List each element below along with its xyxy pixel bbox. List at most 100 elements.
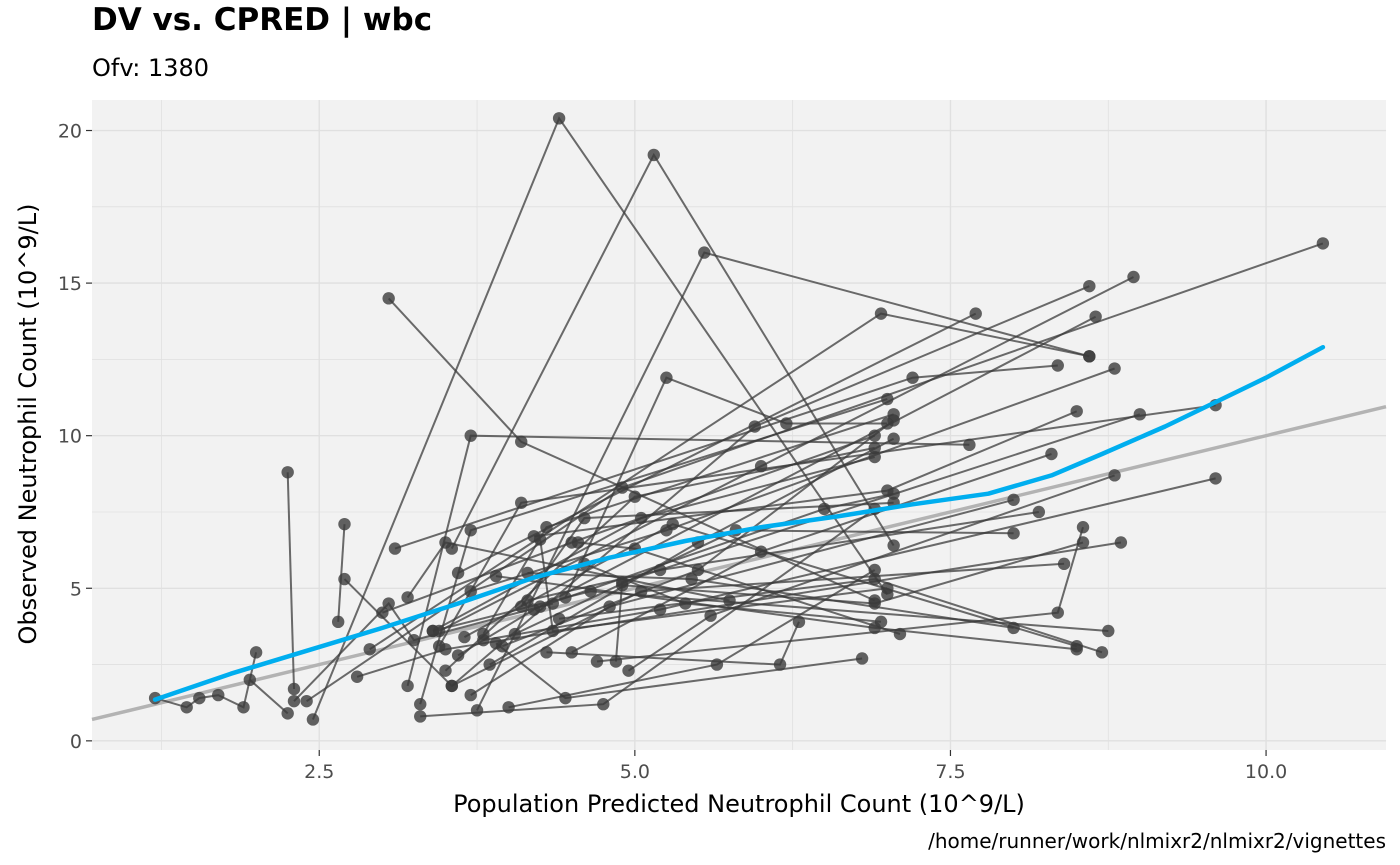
data-point — [1007, 493, 1020, 506]
data-point — [477, 633, 490, 647]
data-point — [660, 371, 673, 384]
data-point — [515, 435, 528, 448]
data-point — [1057, 557, 1071, 571]
subject-line — [564, 376, 888, 598]
data-point — [616, 579, 629, 592]
data-point — [1316, 237, 1330, 250]
data-point — [855, 652, 869, 665]
data-point — [502, 701, 515, 714]
data-point — [338, 572, 351, 586]
data-point — [723, 594, 736, 607]
data-point — [546, 624, 559, 638]
data-point — [1045, 447, 1058, 461]
data-point — [533, 600, 547, 613]
data-point — [1051, 606, 1064, 619]
data-point — [432, 640, 446, 653]
data-point — [350, 670, 364, 683]
data-point — [906, 371, 919, 384]
data-point — [653, 603, 667, 616]
data-point — [963, 438, 976, 452]
axes: 2.5 5.0 7.5 10.0 0 5 10 15 20 — [58, 121, 1287, 783]
data-point — [552, 612, 566, 625]
y-tick-label: 10 — [58, 426, 82, 448]
data-point — [237, 701, 250, 714]
data-point — [338, 517, 351, 531]
data-point — [792, 615, 806, 629]
data-point — [1209, 472, 1222, 485]
data-point — [887, 487, 900, 500]
data-point — [603, 600, 616, 613]
data-point — [868, 563, 881, 577]
points-layer — [148, 112, 1330, 726]
y-tick-label: 5 — [70, 578, 82, 600]
data-point — [818, 502, 831, 516]
data-point — [1007, 527, 1020, 540]
data-point — [634, 511, 648, 525]
data-point — [868, 621, 881, 635]
data-point — [609, 655, 623, 668]
data-point — [634, 585, 648, 598]
data-point — [382, 597, 395, 610]
data-point — [451, 649, 465, 662]
data-point — [1032, 505, 1046, 519]
data-point — [496, 640, 509, 653]
data-point — [363, 643, 376, 656]
data-point — [666, 517, 679, 531]
chart-subtitle: Ofv: 1380 — [92, 54, 210, 82]
data-point — [881, 582, 894, 595]
data-point — [193, 691, 206, 705]
data-point — [597, 698, 610, 711]
x-tick-label: 7.5 — [935, 761, 965, 783]
data-point — [868, 429, 881, 442]
subject-line — [343, 285, 1090, 688]
data-point — [868, 597, 881, 610]
data-point — [616, 481, 629, 494]
data-point — [1108, 469, 1121, 482]
data-point — [287, 682, 301, 696]
data-point — [868, 572, 881, 586]
data-point — [401, 679, 414, 693]
data-point — [483, 658, 496, 671]
data-point — [401, 591, 414, 604]
data-point — [653, 563, 667, 577]
data-point — [874, 307, 888, 320]
data-point — [584, 585, 597, 598]
data-point — [1095, 646, 1109, 659]
data-point — [533, 533, 547, 546]
data-point — [881, 392, 894, 406]
data-point — [628, 490, 642, 503]
data-point — [439, 664, 452, 677]
x-tick-label: 10.0 — [1245, 761, 1287, 783]
data-point — [508, 627, 522, 641]
data-point — [376, 606, 389, 619]
data-point — [868, 450, 881, 464]
data-point — [679, 597, 692, 610]
y-tick-label: 15 — [58, 273, 82, 295]
data-point — [249, 646, 263, 659]
data-point — [464, 429, 477, 442]
x-tick-label: 2.5 — [304, 761, 334, 783]
data-point — [414, 710, 427, 723]
data-point — [698, 246, 711, 259]
data-point — [685, 572, 698, 586]
data-point — [331, 615, 345, 629]
data-point — [887, 432, 900, 445]
subject-line — [249, 679, 289, 715]
data-point — [1083, 350, 1096, 363]
data-point — [306, 713, 320, 726]
y-tick-label: 0 — [70, 731, 82, 753]
data-point — [691, 563, 705, 577]
data-point — [382, 292, 395, 305]
data-point — [748, 420, 761, 433]
data-point — [451, 566, 465, 580]
data-point — [754, 459, 768, 473]
data-point — [1133, 408, 1147, 421]
data-point — [647, 148, 660, 162]
data-point — [464, 585, 477, 598]
data-point — [470, 704, 484, 717]
data-point — [559, 691, 572, 705]
data-point — [1089, 310, 1102, 323]
data-point — [287, 694, 301, 708]
data-point — [1108, 362, 1121, 375]
